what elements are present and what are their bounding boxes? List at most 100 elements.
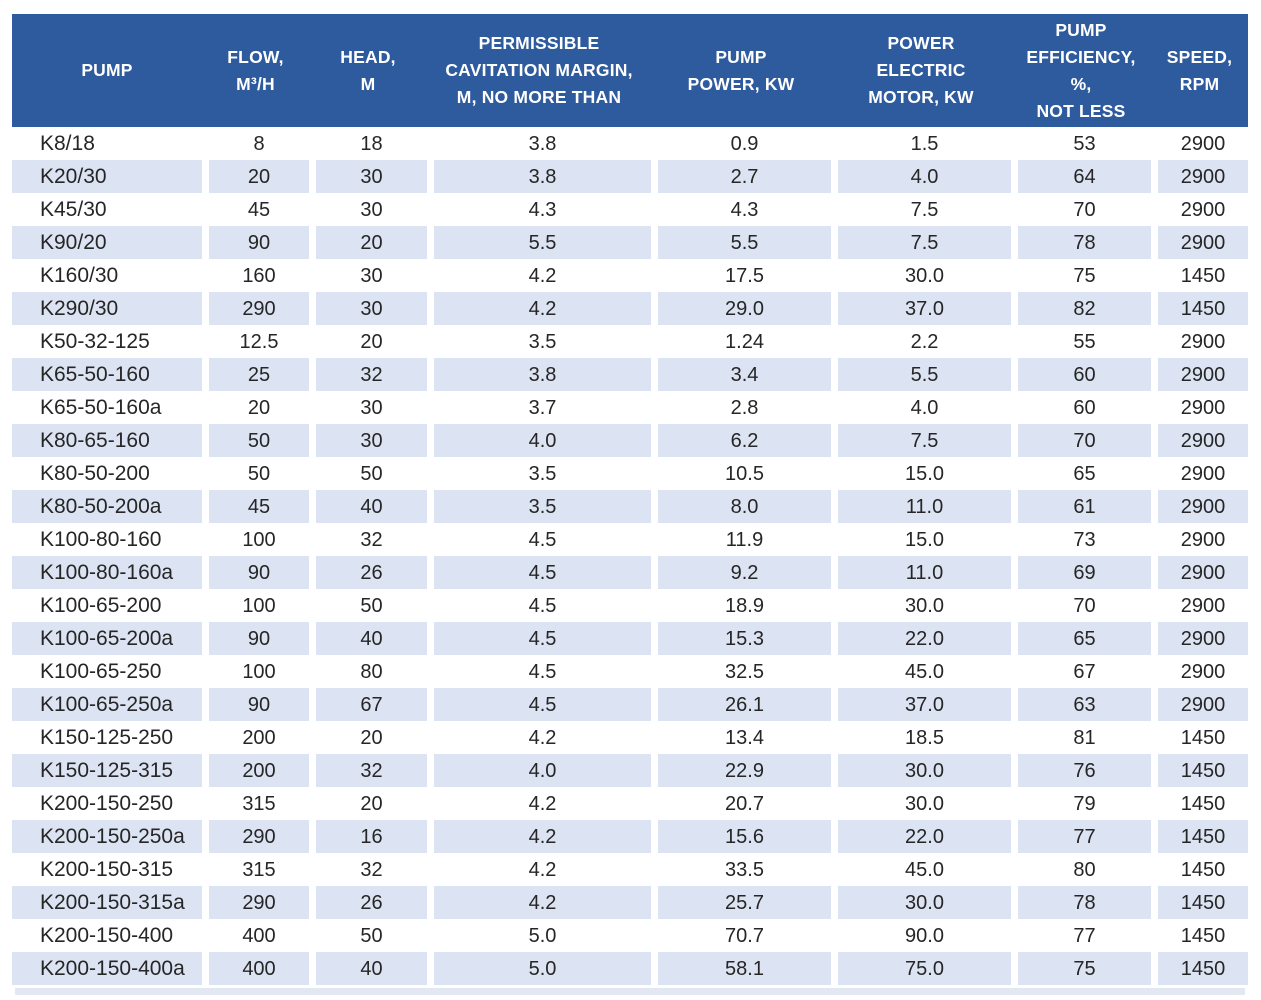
pump-power-cell: 8.0 [651, 490, 831, 523]
pump-name-cell: K200-150-400a [12, 952, 202, 985]
pump-power-cell: 10.5 [651, 457, 831, 490]
head-cell: 30 [309, 424, 427, 457]
speed-cell: 2900 [1151, 325, 1248, 358]
efficiency-cell: 81 [1011, 721, 1151, 754]
flow-cell: 90 [202, 556, 309, 589]
speed-cell: 1450 [1151, 754, 1248, 787]
head-cell: 50 [309, 457, 427, 490]
speed-cell: 2900 [1151, 226, 1248, 259]
table-row: K65-50-160a 20 30 3.7 2.8 4.0 60 2900 [12, 391, 1248, 424]
efficiency-cell: 70 [1011, 589, 1151, 622]
pump-name-cell: K80-50-200a [12, 490, 202, 523]
table-row: K160/30 160 30 4.2 17.5 30.0 75 1450 [12, 259, 1248, 292]
motor-power-cell: 2.2 [831, 325, 1011, 358]
cavitation-cell: 4.0 [427, 424, 651, 457]
efficiency-cell: 77 [1011, 919, 1151, 952]
column-header-pump: PUMP [12, 14, 202, 127]
cavitation-cell: 3.8 [427, 160, 651, 193]
pump-power-cell: 1.24 [651, 325, 831, 358]
pump-name-cell: K100-80-160 [12, 523, 202, 556]
head-cell: 20 [309, 721, 427, 754]
pump-power-cell: 2.7 [651, 160, 831, 193]
flow-cell: 200 [202, 721, 309, 754]
motor-power-cell: 5.5 [831, 358, 1011, 391]
pump-power-cell: 33.5 [651, 853, 831, 886]
efficiency-cell: 61 [1011, 490, 1151, 523]
speed-cell: 1450 [1151, 292, 1248, 325]
pump-power-cell: 58.1 [651, 952, 831, 985]
table-row: K100-65-250a 90 67 4.5 26.1 37.0 63 2900 [12, 688, 1248, 721]
speed-cell: 1450 [1151, 886, 1248, 919]
speed-cell: 2900 [1151, 622, 1248, 655]
pump-name-cell: K290/30 [12, 292, 202, 325]
efficiency-cell: 79 [1011, 787, 1151, 820]
flow-cell: 45 [202, 193, 309, 226]
flow-cell: 290 [202, 292, 309, 325]
head-cell: 40 [309, 490, 427, 523]
head-cell: 30 [309, 292, 427, 325]
pump-name-cell: K65-50-160 [12, 358, 202, 391]
efficiency-cell: 65 [1011, 622, 1151, 655]
flow-cell: 100 [202, 589, 309, 622]
pump-name-cell: K150-125-250 [12, 721, 202, 754]
motor-power-cell: 22.0 [831, 622, 1011, 655]
efficiency-cell: 73 [1011, 523, 1151, 556]
motor-power-cell: 7.5 [831, 226, 1011, 259]
motor-power-cell: 30.0 [831, 886, 1011, 919]
pump-power-cell: 25.7 [651, 886, 831, 919]
cavitation-cell: 4.2 [427, 292, 651, 325]
speed-cell: 2900 [1151, 127, 1248, 160]
head-cell: 80 [309, 655, 427, 688]
speed-cell: 1450 [1151, 259, 1248, 292]
table-row: K50-32-125 12.5 20 3.5 1.24 2.2 55 2900 [12, 325, 1248, 358]
table-row: K100-80-160a 90 26 4.5 9.2 11.0 69 2900 [12, 556, 1248, 589]
table-row: K100-65-250 100 80 4.5 32.5 45.0 67 2900 [12, 655, 1248, 688]
pump-name-cell: K150-125-315 [12, 754, 202, 787]
head-cell: 50 [309, 589, 427, 622]
efficiency-cell: 64 [1011, 160, 1151, 193]
pump-specs-table: PUMP FLOW, M³/H HEAD, M PERMISSIBLE CAVITAT… [12, 14, 1248, 985]
speed-cell: 2900 [1151, 523, 1248, 556]
flow-cell: 90 [202, 688, 309, 721]
column-header-flow: FLOW, M³/H [202, 14, 309, 127]
table-row: K80-50-200 50 50 3.5 10.5 15.0 65 2900 [12, 457, 1248, 490]
flow-cell: 8 [202, 127, 309, 160]
speed-cell: 2900 [1151, 424, 1248, 457]
pump-name-cell: K100-65-200a [12, 622, 202, 655]
flow-cell: 12.5 [202, 325, 309, 358]
pump-power-cell: 29.0 [651, 292, 831, 325]
motor-power-cell: 75.0 [831, 952, 1011, 985]
pump-name-cell: K200-150-315 [12, 853, 202, 886]
flow-cell: 50 [202, 424, 309, 457]
motor-power-cell: 45.0 [831, 853, 1011, 886]
cavitation-cell: 4.3 [427, 193, 651, 226]
pump-name-cell: K200-150-315a [12, 886, 202, 919]
cavitation-cell: 4.5 [427, 523, 651, 556]
flow-cell: 315 [202, 853, 309, 886]
efficiency-cell: 76 [1011, 754, 1151, 787]
efficiency-cell: 69 [1011, 556, 1151, 589]
cavitation-cell: 4.5 [427, 688, 651, 721]
motor-power-cell: 15.0 [831, 457, 1011, 490]
table-row: K200-150-250 315 20 4.2 20.7 30.0 79 1450 [12, 787, 1248, 820]
cavitation-cell: 4.2 [427, 721, 651, 754]
head-cell: 26 [309, 556, 427, 589]
flow-cell: 25 [202, 358, 309, 391]
efficiency-cell: 70 [1011, 424, 1151, 457]
speed-cell: 2900 [1151, 193, 1248, 226]
head-cell: 32 [309, 523, 427, 556]
column-header-speed: SPEED, RPM [1151, 14, 1248, 127]
table-row: K100-65-200a 90 40 4.5 15.3 22.0 65 2900 [12, 622, 1248, 655]
motor-power-cell: 15.0 [831, 523, 1011, 556]
flow-cell: 290 [202, 820, 309, 853]
table-row: K20/30 20 30 3.8 2.7 4.0 64 2900 [12, 160, 1248, 193]
pump-power-cell: 0.9 [651, 127, 831, 160]
flow-cell: 160 [202, 259, 309, 292]
motor-power-cell: 18.5 [831, 721, 1011, 754]
table-row: K150-125-315 200 32 4.0 22.9 30.0 76 1450 [12, 754, 1248, 787]
cavitation-cell: 4.2 [427, 886, 651, 919]
flow-cell: 315 [202, 787, 309, 820]
column-header-pump-power: PUMP POWER, KW [651, 14, 831, 127]
speed-cell: 2900 [1151, 688, 1248, 721]
